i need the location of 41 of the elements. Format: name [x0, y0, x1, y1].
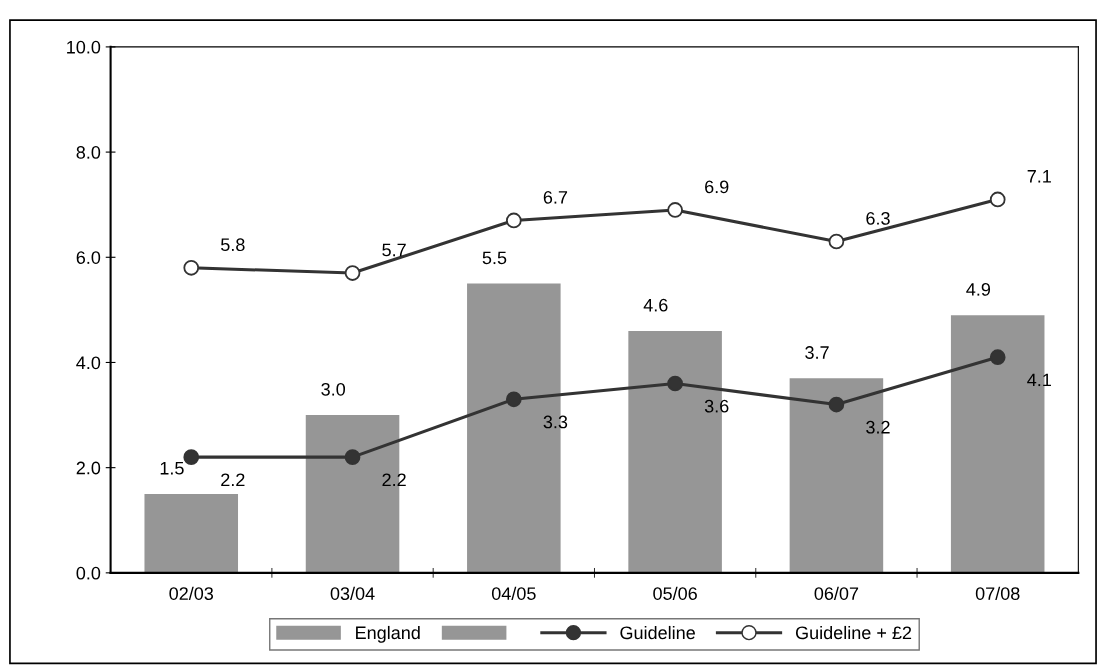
- point: [667, 375, 683, 392]
- data-label: 5.5: [482, 251, 507, 265]
- data-label: 7.1: [1027, 170, 1051, 183]
- legend-label: Guideline: [620, 625, 695, 640]
- y-tick-label: 0.0: [76, 566, 101, 580]
- point: [989, 349, 1006, 366]
- data-label: 3.7: [805, 346, 829, 359]
- data-label: 4.9: [966, 283, 991, 296]
- legend-label: England: [356, 625, 420, 643]
- point: [989, 191, 1006, 208]
- point: [828, 396, 845, 413]
- data-label: 6.9: [705, 180, 729, 194]
- y-tick-label: 6.0: [76, 251, 101, 264]
- x-tick-label: 04/05: [491, 586, 536, 600]
- x-tick-label: 02/03: [169, 586, 214, 600]
- data-label: 5.7: [382, 243, 406, 257]
- point: [505, 212, 522, 229]
- point: [505, 391, 522, 408]
- x-tick-label: 05/06: [653, 586, 697, 600]
- data-label: 6.7: [543, 190, 568, 204]
- data-label: 6.3: [866, 212, 890, 225]
- point: [667, 202, 683, 218]
- point: [183, 259, 200, 276]
- point: [828, 233, 845, 250]
- data-label: 1.5: [160, 462, 184, 475]
- data-label: 3.0: [321, 382, 346, 396]
- y-tick-label: 4.0: [76, 356, 101, 370]
- y-tick-label: 10.0: [67, 40, 101, 54]
- bar: [144, 493, 239, 573]
- x-tick-label: 03/04: [330, 586, 375, 600]
- legend-label: Guideline + £2: [795, 625, 912, 640]
- point: [183, 449, 200, 465]
- x-tick-label: 06/07: [814, 586, 859, 600]
- data-label: 5.8: [221, 238, 245, 252]
- x-tick-label: 07/08: [975, 586, 1020, 600]
- y-tick-label: 2.0: [76, 461, 101, 475]
- point: [344, 265, 361, 281]
- data-label: 4.6: [643, 298, 668, 312]
- y-tick-label: 8.0: [76, 146, 101, 159]
- point: [344, 449, 361, 465]
- data-label: 2.2: [221, 473, 245, 486]
